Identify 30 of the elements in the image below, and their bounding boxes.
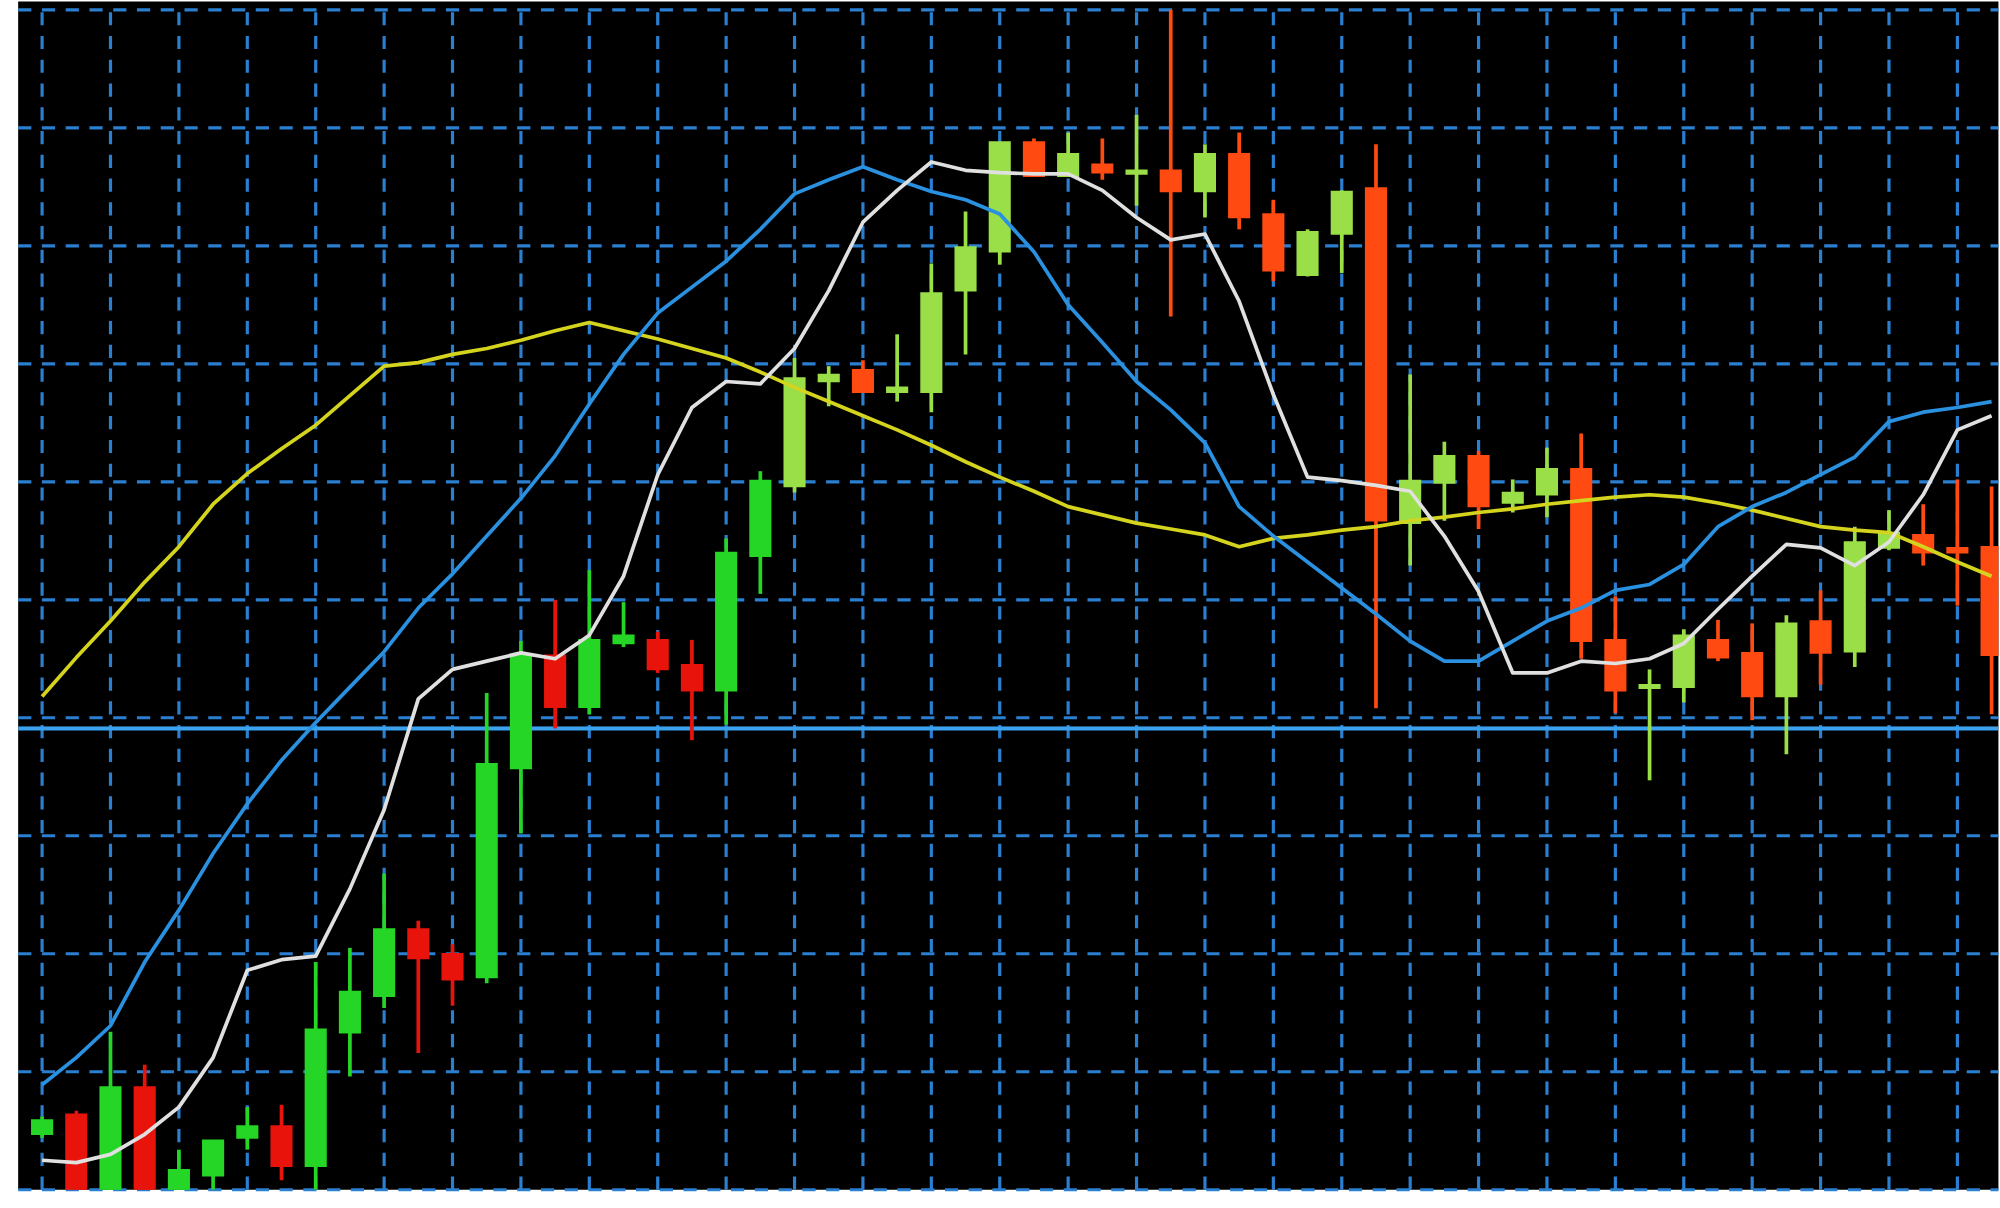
candlestick [1159, 8, 1182, 319]
candlestick [851, 358, 874, 395]
candlestick [817, 364, 840, 409]
candlestick [1706, 618, 1730, 664]
candlestick [646, 629, 669, 675]
candlestick [1022, 136, 1045, 179]
candlestick [1741, 621, 1764, 723]
candlestick [338, 946, 361, 1079]
candlestick [1535, 445, 1559, 520]
candlestick [31, 1114, 54, 1140]
candlestick [1330, 188, 1353, 275]
candlestick [1501, 477, 1524, 515]
candlestick [167, 1147, 190, 1190]
candlestick [407, 918, 430, 1055]
candlestick [202, 1138, 225, 1190]
candlestick [1296, 227, 1319, 279]
candlestick [886, 332, 909, 404]
candlestick [1091, 136, 1114, 182]
candlestick [680, 638, 703, 743]
candlestick [270, 1103, 293, 1183]
candlestick [1433, 439, 1456, 523]
candlestick [1809, 588, 1832, 687]
candlestick [1638, 667, 1661, 783]
candlestick [954, 209, 977, 357]
candlestick [236, 1105, 259, 1152]
candlestick [441, 942, 464, 1008]
candlestick [1193, 142, 1216, 220]
candlestick [612, 600, 635, 649]
candlestick [1125, 113, 1148, 208]
candlestick [1946, 477, 1969, 608]
